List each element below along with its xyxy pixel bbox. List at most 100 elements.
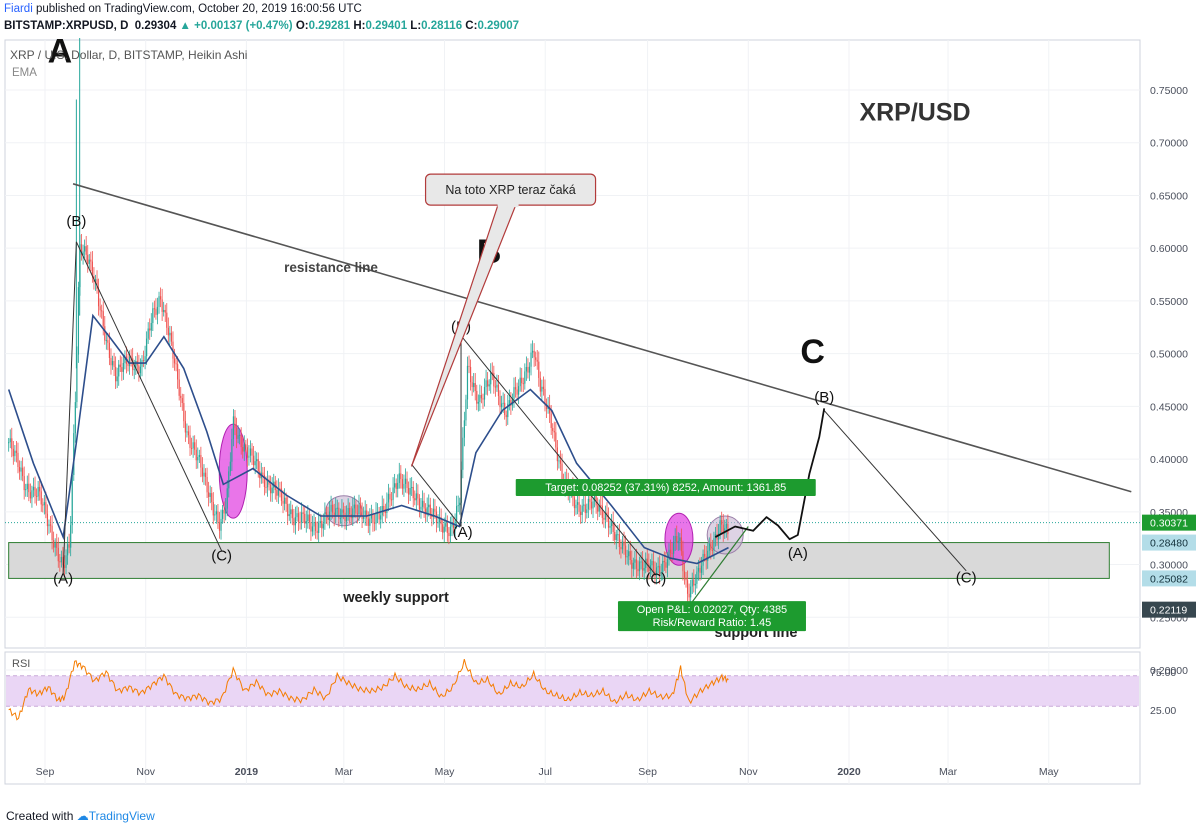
candle-body xyxy=(621,541,624,550)
price-scale-badge xyxy=(1142,570,1196,587)
candle-body xyxy=(49,524,52,526)
candle-body xyxy=(665,562,667,568)
legend-title: XRP / U.S. Dollar, D, BITSTAMP, Heikin A… xyxy=(10,48,247,62)
candle-body xyxy=(132,358,134,370)
candle-body xyxy=(102,311,104,327)
price-tick-label: 0.55000 xyxy=(1150,296,1188,308)
wave-letter: C xyxy=(800,333,825,371)
candle-body xyxy=(626,556,628,558)
candle-body xyxy=(690,586,692,598)
candle-body xyxy=(297,513,300,522)
high-label: H: xyxy=(353,20,366,32)
candle-body xyxy=(375,512,377,524)
candle-body xyxy=(651,560,653,566)
candle-body xyxy=(276,490,278,496)
close-label: C: xyxy=(465,20,478,32)
candle-body xyxy=(279,488,281,490)
candle-body xyxy=(500,403,503,408)
candle-body xyxy=(127,363,129,367)
candle-body xyxy=(618,534,620,548)
candle-body xyxy=(384,509,386,514)
candle-body xyxy=(42,504,44,506)
candle-body xyxy=(487,380,489,387)
candle-body xyxy=(142,360,145,362)
candle-body xyxy=(294,517,297,526)
candle-body xyxy=(485,380,487,388)
candle-body xyxy=(632,562,634,569)
candle-body xyxy=(66,544,69,556)
candle-body xyxy=(32,486,35,491)
candle-body xyxy=(163,309,165,312)
candle-body xyxy=(128,356,131,367)
author-link[interactable]: Fiardi xyxy=(4,3,33,15)
position-box-text: Risk/Reward Ratio: 1.45 xyxy=(653,617,772,629)
candle-body xyxy=(387,493,390,503)
candle-body xyxy=(590,501,593,509)
symbol-name: BITSTAMP:XRPUSD, D xyxy=(4,20,129,32)
candle-body xyxy=(490,372,492,385)
candle-body xyxy=(496,384,498,388)
candle-body xyxy=(235,427,238,439)
candle-body xyxy=(322,523,324,529)
wave-label: (C) xyxy=(956,569,977,586)
candle-body xyxy=(499,396,501,408)
candle-body xyxy=(637,568,639,572)
candle-body xyxy=(659,565,661,575)
price-tick-label: 0.45000 xyxy=(1150,401,1188,413)
candle-body xyxy=(494,386,496,388)
drawings[interactable] xyxy=(62,183,1132,612)
time-tick-label: Sep xyxy=(638,766,657,778)
candle-body xyxy=(425,508,427,515)
candle-body xyxy=(533,350,535,358)
candle-body xyxy=(462,437,464,470)
candle-body xyxy=(395,483,397,489)
candle-body xyxy=(482,398,484,400)
candle-body xyxy=(25,489,27,491)
ohlc-line: BITSTAMP:XRPUSD, D 0.29304 ▲ +0.00137 (+… xyxy=(4,20,519,32)
footer: Created with ☁TradingView xyxy=(6,809,155,823)
candle-body xyxy=(324,512,326,524)
time-tick-label: Mar xyxy=(939,766,958,778)
candle-body xyxy=(115,366,117,382)
candle-body xyxy=(367,518,369,526)
candle-body xyxy=(459,502,461,506)
projection-path xyxy=(714,408,826,541)
ema-line xyxy=(7,313,729,565)
rsi-pane[interactable] xyxy=(4,651,1141,785)
candle-body xyxy=(631,560,633,569)
candle-body xyxy=(366,510,368,519)
candle-body xyxy=(149,328,151,331)
candle-body xyxy=(372,514,374,523)
candle-body xyxy=(576,502,579,505)
candle-body xyxy=(307,514,309,522)
time-tick-label: Nov xyxy=(739,766,758,778)
candle-body xyxy=(293,518,295,526)
candle-body xyxy=(456,506,458,521)
candle-body xyxy=(573,497,576,509)
candle-body xyxy=(364,510,366,517)
candle-body xyxy=(39,486,41,492)
candle-body xyxy=(722,524,724,534)
price-axis[interactable]: 0.75000 0.70000 0.65000 0.60000 0.55000 0.500… xyxy=(1142,85,1196,677)
candle-body xyxy=(409,487,411,495)
candle-body xyxy=(228,471,230,489)
candle-body xyxy=(713,538,715,551)
ema-series xyxy=(7,313,729,565)
candle-body xyxy=(448,532,450,537)
candle-body xyxy=(35,495,38,497)
candle-body xyxy=(697,567,700,572)
candle-body xyxy=(90,259,92,262)
candle-body xyxy=(411,486,413,488)
tradingview-link[interactable]: TradingView xyxy=(88,809,155,823)
candle-body xyxy=(648,563,650,572)
candle-body xyxy=(674,536,676,542)
time-axis[interactable]: Sep Nov 2019 Mar May Jul Sep Nov 2020 Mar May xyxy=(5,750,1140,778)
candle-body xyxy=(407,487,410,495)
price-tick-label: 0.65000 xyxy=(1150,190,1188,202)
candle-body xyxy=(401,479,403,489)
candle-body xyxy=(607,517,610,528)
candle-body xyxy=(535,357,537,360)
tradingview-logo-icon: ☁ xyxy=(76,809,89,823)
candle-body xyxy=(68,544,70,548)
